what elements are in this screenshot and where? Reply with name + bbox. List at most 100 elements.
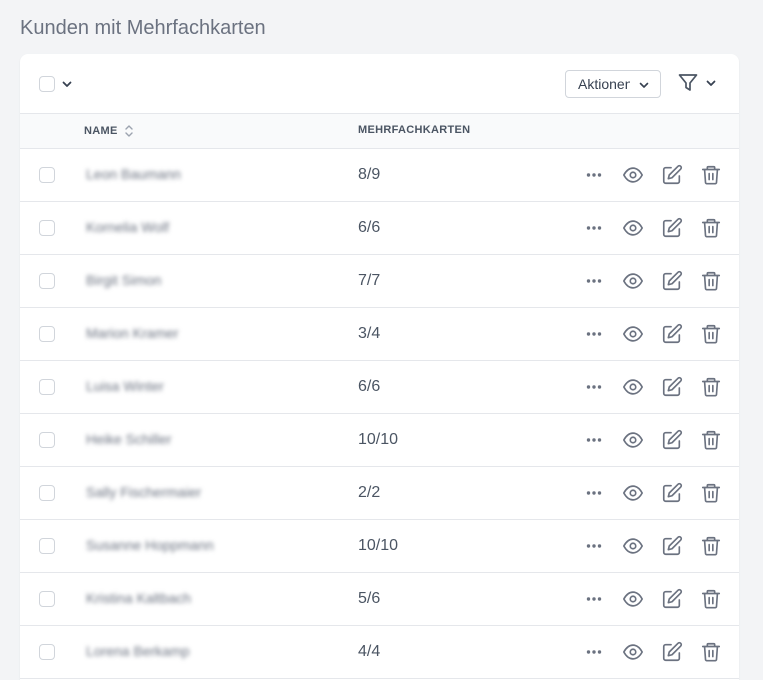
edit-icon[interactable] (660, 163, 684, 187)
row-checkbox[interactable] (39, 538, 55, 554)
table-toolbar: Aktionen (20, 54, 739, 114)
customer-name: Susanne Hoppmann (86, 537, 214, 553)
customers-table-card: Aktionen NAME MEHRFACHKARTEN Leon Bauman… (20, 54, 739, 680)
row-actions (582, 269, 723, 293)
delete-icon[interactable] (699, 322, 723, 346)
table-row: Lorena Berkamp 4/4 (20, 626, 739, 679)
row-checkbox[interactable] (39, 326, 55, 342)
more-icon[interactable] (582, 269, 606, 293)
delete-icon[interactable] (699, 481, 723, 505)
more-icon[interactable] (582, 163, 606, 187)
view-icon[interactable] (621, 481, 645, 505)
edit-icon[interactable] (660, 375, 684, 399)
delete-icon[interactable] (699, 428, 723, 452)
delete-icon[interactable] (699, 375, 723, 399)
table-row: Kristina Kaltbach 5/6 (20, 573, 739, 626)
filter-dropdown[interactable] (677, 72, 717, 94)
mehrfachkarten-value: 3/4 (358, 325, 381, 342)
view-icon[interactable] (621, 269, 645, 293)
view-icon[interactable] (621, 375, 645, 399)
mehrfachkarten-value: 4/4 (358, 643, 381, 660)
row-checkbox[interactable] (39, 167, 55, 183)
more-icon[interactable] (582, 640, 606, 664)
row-actions (582, 163, 723, 187)
delete-icon[interactable] (699, 269, 723, 293)
more-icon[interactable] (582, 322, 606, 346)
row-checkbox[interactable] (39, 220, 55, 236)
table-row: Heike Schiller 10/10 (20, 414, 739, 467)
more-icon[interactable] (582, 481, 606, 505)
row-checkbox[interactable] (39, 485, 55, 501)
customer-name: Kornelia Wolf (86, 219, 170, 235)
table-row: Leon Baumann 8/9 (20, 149, 739, 202)
customer-name: Heike Schiller (86, 431, 172, 447)
row-checkbox[interactable] (39, 379, 55, 395)
table-row: Susanne Hoppmann 10/10 (20, 520, 739, 573)
mehrfachkarten-value: 6/6 (358, 219, 381, 236)
table-row: Marion Kramer 3/4 (20, 308, 739, 361)
more-icon[interactable] (582, 534, 606, 558)
mehrfachkarten-value: 7/7 (358, 272, 381, 289)
sort-icon[interactable] (124, 124, 134, 138)
bulk-select[interactable] (39, 76, 73, 92)
customer-name: Luisa Winter (86, 378, 164, 394)
chevron-down-icon (638, 79, 650, 91)
customer-name: Kristina Kaltbach (86, 590, 192, 606)
delete-icon[interactable] (699, 640, 723, 664)
row-actions (582, 481, 723, 505)
mehrfachkarten-value: 6/6 (358, 378, 381, 395)
customer-name: Marion Kramer (86, 325, 179, 341)
more-icon[interactable] (582, 216, 606, 240)
edit-icon[interactable] (660, 322, 684, 346)
edit-icon[interactable] (660, 481, 684, 505)
row-actions (582, 322, 723, 346)
actions-dropdown[interactable]: Aktionen (565, 70, 661, 98)
table-header: NAME MEHRFACHKARTEN (20, 114, 739, 149)
edit-icon[interactable] (660, 640, 684, 664)
select-all-checkbox[interactable] (39, 76, 55, 92)
view-icon[interactable] (621, 216, 645, 240)
mehrfachkarten-value: 2/2 (358, 484, 381, 501)
edit-icon[interactable] (660, 216, 684, 240)
delete-icon[interactable] (699, 587, 723, 611)
row-actions (582, 640, 723, 664)
edit-icon[interactable] (660, 428, 684, 452)
row-actions (582, 428, 723, 452)
delete-icon[interactable] (699, 216, 723, 240)
chevron-down-icon[interactable] (705, 77, 717, 89)
more-icon[interactable] (582, 587, 606, 611)
view-icon[interactable] (621, 587, 645, 611)
row-checkbox[interactable] (39, 591, 55, 607)
view-icon[interactable] (621, 163, 645, 187)
row-checkbox[interactable] (39, 644, 55, 660)
table-body: Leon Baumann 8/9 Kornelia Wolf 6/6 (20, 149, 739, 679)
filter-icon[interactable] (677, 72, 699, 94)
chevron-down-icon[interactable] (61, 78, 73, 90)
delete-icon[interactable] (699, 163, 723, 187)
mehrfachkarten-value: 8/9 (358, 166, 381, 183)
edit-icon[interactable] (660, 534, 684, 558)
row-actions (582, 534, 723, 558)
table-row: Luisa Winter 6/6 (20, 361, 739, 414)
edit-icon[interactable] (660, 269, 684, 293)
more-icon[interactable] (582, 375, 606, 399)
mehrfachkarten-value: 5/6 (358, 590, 381, 607)
view-icon[interactable] (621, 640, 645, 664)
mehrfachkarten-value: 10/10 (358, 431, 399, 448)
edit-icon[interactable] (660, 587, 684, 611)
column-header-name-label: NAME (84, 125, 118, 137)
table-row: Sally Fischermaier 2/2 (20, 467, 739, 520)
mehrfachkarten-value: 10/10 (358, 537, 399, 554)
delete-icon[interactable] (699, 534, 723, 558)
row-actions (582, 375, 723, 399)
page-title: Kunden mit Mehrfachkarten (20, 17, 266, 39)
column-header-name[interactable]: NAME (84, 124, 134, 138)
table-row: Kornelia Wolf 6/6 (20, 202, 739, 255)
view-icon[interactable] (621, 322, 645, 346)
more-icon[interactable] (582, 428, 606, 452)
customer-name: Birgit Simon (86, 272, 162, 288)
row-checkbox[interactable] (39, 273, 55, 289)
view-icon[interactable] (621, 428, 645, 452)
view-icon[interactable] (621, 534, 645, 558)
row-checkbox[interactable] (39, 432, 55, 448)
